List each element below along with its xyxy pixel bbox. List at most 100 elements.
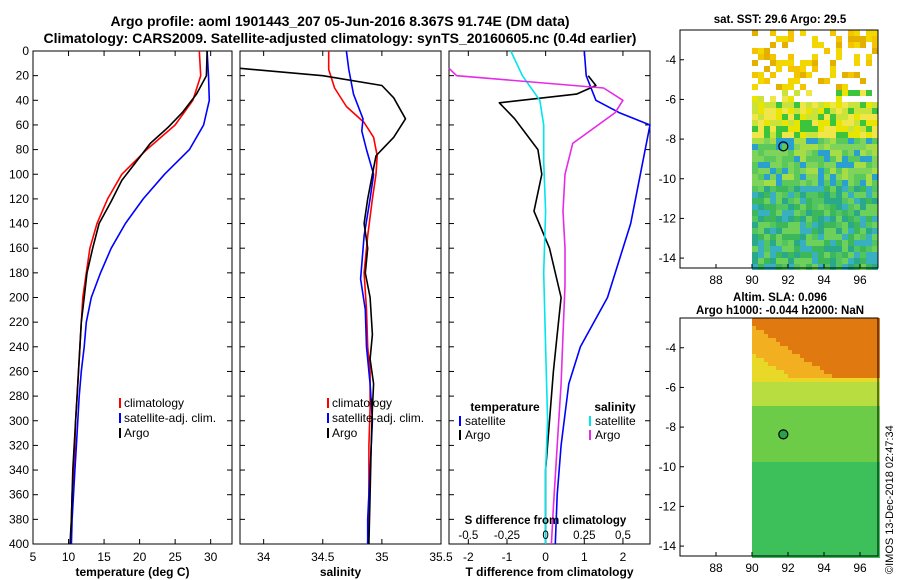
- map-cell: [784, 334, 788, 338]
- map-cell: [856, 318, 860, 322]
- map-cell: [860, 126, 866, 132]
- map-cell: [844, 514, 848, 518]
- map-cell: [832, 402, 836, 406]
- map-cell: [844, 442, 848, 446]
- map-cell: [852, 434, 856, 438]
- map-cell: [860, 326, 864, 330]
- map-cell: [752, 258, 758, 264]
- map-cell: [872, 506, 876, 510]
- map-cell: [800, 346, 804, 350]
- map-cell: [760, 550, 764, 554]
- map-cell: [864, 526, 868, 530]
- map-cell: [776, 474, 780, 478]
- map-cell: [800, 482, 804, 486]
- map-cell: [782, 264, 788, 270]
- map-cell: [772, 434, 776, 438]
- map-cell: [788, 438, 792, 442]
- map-cell: [872, 102, 878, 108]
- map-cell: [776, 430, 780, 434]
- map-cell: [848, 426, 852, 430]
- y-tick-label: 240: [9, 340, 29, 354]
- map-cell: [772, 410, 776, 414]
- map-cell: [752, 402, 756, 406]
- map-cell: [860, 394, 864, 398]
- map-cell: [820, 426, 824, 430]
- map-cell: [770, 30, 776, 36]
- map-cell: [780, 338, 784, 342]
- map-cell: [776, 418, 780, 422]
- map-cell: [808, 454, 812, 458]
- map-cell: [800, 414, 804, 418]
- map-cell: [836, 414, 840, 418]
- map-cell: [848, 430, 852, 434]
- map-cell: [852, 390, 856, 394]
- map-cell: [788, 362, 792, 366]
- map-cell: [764, 510, 768, 514]
- map-cell: [872, 138, 878, 144]
- map-cell: [752, 246, 758, 252]
- map-cell: [796, 382, 800, 386]
- map-cell: [792, 490, 796, 494]
- map-cell: [832, 538, 836, 542]
- map-cell: [860, 186, 866, 192]
- map-cell: [784, 422, 788, 426]
- map-cell: [776, 450, 780, 454]
- map-cell: [832, 370, 836, 374]
- map-cell: [816, 530, 820, 534]
- map-cell: [800, 390, 804, 394]
- panel-frame-temperature-profile: [32, 50, 233, 545]
- map-cell: [868, 382, 872, 386]
- map-cell: [808, 426, 812, 430]
- map-cell: [764, 138, 770, 144]
- map-cell: [816, 518, 820, 522]
- map-cell: [840, 466, 844, 470]
- map-cell: [796, 450, 800, 454]
- map-cell: [848, 222, 854, 228]
- map-cell: [768, 326, 772, 330]
- map-cell: [788, 542, 792, 546]
- map-cell: [784, 338, 788, 342]
- map-cell: [812, 60, 818, 66]
- map-cell: [772, 406, 776, 410]
- map-cell: [772, 498, 776, 502]
- map-cell: [860, 474, 864, 478]
- map-cell: [836, 422, 840, 426]
- map-cell: [770, 246, 776, 252]
- map-cell: [760, 394, 764, 398]
- map-cell: [770, 186, 776, 192]
- map-cell: [868, 394, 872, 398]
- secondary-tick-label: 0: [542, 530, 548, 542]
- map-cell: [808, 450, 812, 454]
- map-cell: [860, 426, 864, 430]
- map-cell: [808, 398, 812, 402]
- map-cell: [752, 378, 756, 382]
- y-tick-label: 300: [9, 414, 29, 428]
- map-cell: [808, 430, 812, 434]
- map-cell: [848, 144, 854, 150]
- map-cell: [866, 240, 872, 246]
- map-y-tick-label: -14: [659, 539, 677, 553]
- map-cell: [854, 30, 860, 36]
- map-cell: [866, 120, 872, 126]
- map-cell: [866, 36, 872, 42]
- map-cell: [788, 156, 794, 162]
- x-tick-label-temperature-profile: 20: [133, 550, 147, 564]
- map-cell: [808, 322, 812, 326]
- map-cell: [816, 386, 820, 390]
- map-cell: [840, 382, 844, 386]
- map-cell: [812, 518, 816, 522]
- map-cell: [792, 486, 796, 490]
- map-cell: [780, 354, 784, 358]
- map-cell: [872, 354, 876, 358]
- map-cell: [772, 526, 776, 530]
- map-cell: [866, 132, 872, 138]
- map-cell: [820, 470, 824, 474]
- map-cell: [824, 474, 828, 478]
- map-cell: [848, 126, 854, 132]
- map-cell: [848, 418, 852, 422]
- map-cell: [788, 370, 792, 374]
- map-cell: [780, 410, 784, 414]
- map-cell: [824, 330, 828, 334]
- map-cell: [872, 486, 876, 490]
